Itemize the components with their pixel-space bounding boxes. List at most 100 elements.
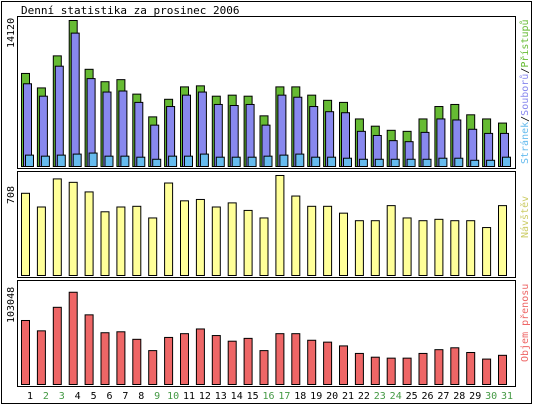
bar-objem-day-9 xyxy=(148,350,158,386)
bar-objem-day-15 xyxy=(243,337,253,385)
bar-stranek-day-21 xyxy=(343,157,352,167)
bar-stranek-day-1 xyxy=(25,154,34,168)
bar-stranek-day-30 xyxy=(486,159,496,168)
bar-objem-day-3 xyxy=(52,306,62,386)
day-label-2: 2 xyxy=(43,391,49,402)
bar-navstev-day-30 xyxy=(482,227,492,276)
bar-objem-day-8 xyxy=(132,338,142,385)
bar-stranek-day-15 xyxy=(247,156,257,167)
bar-stranek-day-27 xyxy=(438,157,448,167)
bar-stranek-day-10 xyxy=(168,155,178,167)
bar-stranek-day-2 xyxy=(40,155,50,167)
bar-stranek-day-20 xyxy=(327,156,337,167)
day-label-21: 21 xyxy=(342,391,354,402)
bar-objem-day-2 xyxy=(36,330,46,386)
bar-objem-day-14 xyxy=(227,340,237,386)
bar-stranek-day-29 xyxy=(470,159,480,168)
day-label-25: 25 xyxy=(406,391,418,402)
bar-stranek-day-9 xyxy=(152,158,162,167)
day-axis-labels: 1 2 3 4 5 6 7 8 9 10 11 12 13 14 15 16 17 18 19 20 21 22 23 24 2… xyxy=(27,391,513,402)
bar-stranek-day-19 xyxy=(311,156,321,167)
bar-navstev-day-11 xyxy=(180,200,189,276)
bar-navstev-day-1 xyxy=(21,192,30,277)
bar-navstev-day-13 xyxy=(211,206,221,276)
bar-navstev-day-9 xyxy=(148,217,158,276)
bar-stranek-day-17 xyxy=(279,154,289,168)
bar-navstev-day-20 xyxy=(323,205,333,276)
day-label-1: 1 xyxy=(27,391,33,402)
day-label-13: 13 xyxy=(215,391,227,402)
bar-navstev-day-26 xyxy=(418,220,428,276)
bar-navstev-day-22 xyxy=(354,220,364,276)
bar-objem-day-20 xyxy=(323,341,333,386)
bar-navstev-day-28 xyxy=(450,220,460,276)
bar-navstev-day-19 xyxy=(307,205,317,276)
hits-legend: Stránek/Souborů/Přístupů xyxy=(519,19,531,164)
bar-objem-day-7 xyxy=(116,331,126,386)
bar-navstev-day-16 xyxy=(259,217,269,276)
legend-separator-1: / xyxy=(520,116,531,122)
day-label-7: 7 xyxy=(122,391,128,402)
legend-objem: Objem přenosu xyxy=(519,284,531,362)
day-label-11: 11 xyxy=(183,391,195,402)
bar-navstev-day-27 xyxy=(434,218,444,276)
volume-panel: 103048 Objem přenosu xyxy=(6,280,531,387)
day-label-4: 4 xyxy=(75,391,81,402)
volume-bars xyxy=(21,291,507,386)
visits-bars xyxy=(21,174,507,277)
day-label-26: 26 xyxy=(421,391,433,402)
bar-objem-day-26 xyxy=(418,352,428,385)
day-label-5: 5 xyxy=(91,391,97,402)
legend-separator-2: / xyxy=(520,68,531,74)
bar-objem-day-11 xyxy=(180,333,189,385)
day-label-20: 20 xyxy=(326,391,338,402)
day-label-24: 24 xyxy=(390,391,402,402)
day-label-23: 23 xyxy=(374,391,386,402)
bar-stranek-day-22 xyxy=(358,158,368,167)
bar-objem-day-4 xyxy=(68,291,78,386)
legend-souboru: Souborů xyxy=(519,74,531,116)
day-label-16: 16 xyxy=(262,391,274,402)
legend-pristupu: Přístupů xyxy=(519,19,531,67)
bar-stranek-day-8 xyxy=(136,156,146,167)
bar-stranek-day-24 xyxy=(390,158,400,167)
bar-navstev-day-4 xyxy=(68,181,78,276)
bar-navstev-day-6 xyxy=(100,211,110,276)
bar-navstev-day-18 xyxy=(291,195,301,277)
bar-souboru-day-4 xyxy=(70,32,80,167)
svg-text:Stránek/Souborů/Přístupů: Stránek/Souborů/Přístupů xyxy=(519,19,531,164)
bar-objem-day-17 xyxy=(275,333,285,385)
bar-souboru-day-1 xyxy=(23,83,32,167)
bar-stranek-day-13 xyxy=(215,156,225,167)
bar-stranek-day-18 xyxy=(295,153,305,168)
bar-stranek-day-6 xyxy=(104,155,114,167)
bar-navstev-day-21 xyxy=(339,212,348,276)
bar-navstev-day-3 xyxy=(52,178,62,276)
day-label-22: 22 xyxy=(358,391,370,402)
hits-panel: 14120 Stránek/Souborů/Přístupů xyxy=(6,16,531,169)
bar-stranek-day-12 xyxy=(199,153,209,168)
bar-objem-day-23 xyxy=(370,356,380,386)
bar-objem-day-6 xyxy=(100,332,110,385)
bar-navstev-day-5 xyxy=(84,191,94,277)
day-label-30: 30 xyxy=(485,391,497,402)
bar-navstev-day-17 xyxy=(275,174,285,276)
bar-objem-day-13 xyxy=(211,335,221,386)
day-label-10: 10 xyxy=(167,391,179,402)
bar-stranek-day-26 xyxy=(422,158,432,167)
bar-objem-day-29 xyxy=(466,351,476,385)
bar-navstev-day-12 xyxy=(195,198,205,276)
day-label-3: 3 xyxy=(59,391,65,402)
bar-navstev-day-7 xyxy=(116,206,126,276)
bar-souboru-day-3 xyxy=(54,65,64,167)
bar-objem-day-31 xyxy=(498,354,507,386)
bar-stranek-day-25 xyxy=(406,158,416,167)
bar-objem-day-19 xyxy=(307,339,317,386)
bar-souboru-day-7 xyxy=(118,90,128,167)
day-label-29: 29 xyxy=(469,391,481,402)
bar-stranek-day-31 xyxy=(502,156,511,167)
bar-objem-day-12 xyxy=(195,328,205,385)
bar-stranek-day-28 xyxy=(454,157,464,167)
volume-max-label: 103048 xyxy=(6,287,17,323)
bar-navstev-day-2 xyxy=(36,206,46,276)
